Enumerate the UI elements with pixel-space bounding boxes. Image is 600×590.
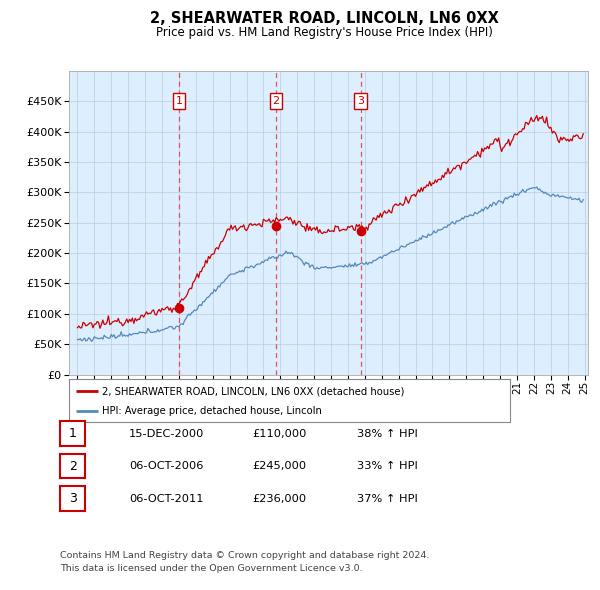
Text: This data is licensed under the Open Government Licence v3.0.: This data is licensed under the Open Gov… bbox=[60, 564, 362, 573]
Text: HPI: Average price, detached house, Lincoln: HPI: Average price, detached house, Linc… bbox=[102, 407, 322, 416]
Text: 2, SHEARWATER ROAD, LINCOLN, LN6 0XX: 2, SHEARWATER ROAD, LINCOLN, LN6 0XX bbox=[149, 11, 499, 27]
Text: £236,000: £236,000 bbox=[252, 494, 306, 503]
Text: 1: 1 bbox=[175, 96, 182, 106]
Text: 06-OCT-2011: 06-OCT-2011 bbox=[129, 494, 203, 503]
Text: 2, SHEARWATER ROAD, LINCOLN, LN6 0XX (detached house): 2, SHEARWATER ROAD, LINCOLN, LN6 0XX (de… bbox=[102, 386, 404, 396]
Text: 15-DEC-2000: 15-DEC-2000 bbox=[129, 429, 205, 438]
Text: 2: 2 bbox=[68, 460, 77, 473]
Text: 3: 3 bbox=[357, 96, 364, 106]
Text: £110,000: £110,000 bbox=[252, 429, 307, 438]
Text: £245,000: £245,000 bbox=[252, 461, 306, 471]
Text: 06-OCT-2006: 06-OCT-2006 bbox=[129, 461, 203, 471]
Text: 38% ↑ HPI: 38% ↑ HPI bbox=[357, 429, 418, 438]
Text: 33% ↑ HPI: 33% ↑ HPI bbox=[357, 461, 418, 471]
Text: Contains HM Land Registry data © Crown copyright and database right 2024.: Contains HM Land Registry data © Crown c… bbox=[60, 551, 430, 560]
Text: 3: 3 bbox=[68, 492, 77, 505]
Text: Price paid vs. HM Land Registry's House Price Index (HPI): Price paid vs. HM Land Registry's House … bbox=[155, 26, 493, 39]
Text: 37% ↑ HPI: 37% ↑ HPI bbox=[357, 494, 418, 503]
Text: 2: 2 bbox=[272, 96, 280, 106]
Text: 1: 1 bbox=[68, 427, 77, 440]
